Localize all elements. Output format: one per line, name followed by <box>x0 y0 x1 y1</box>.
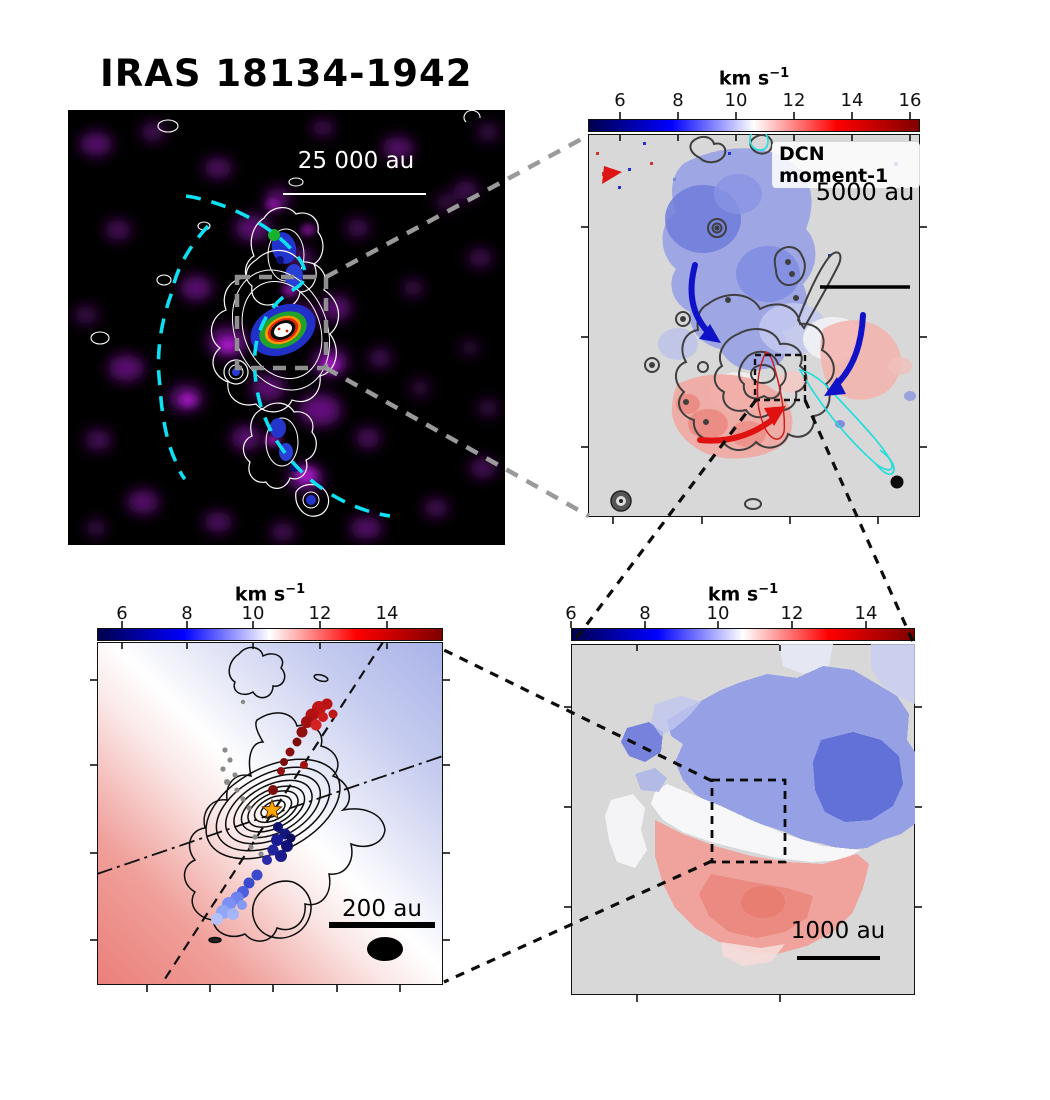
dcn-beam <box>610 490 632 512</box>
overview-map-svg <box>68 110 505 545</box>
envelope-scalebar-label: 1000 au <box>790 918 886 944</box>
disk-tick-12: 12 <box>308 603 332 624</box>
cyan-dashed-arcs <box>156 194 391 518</box>
blue-arrow-west <box>688 262 711 335</box>
central-core <box>210 249 340 413</box>
disk-tick-6: 6 <box>116 603 128 624</box>
envelope-tick-12: 12 <box>780 603 804 624</box>
disk-gray-knots <box>220 699 264 857</box>
panel-dcn: km s−1 6 8 10 12 14 16 <box>588 60 921 517</box>
envelope-colorbar-unit: km s−1 <box>707 582 779 606</box>
disk-star-marker <box>261 798 283 820</box>
disk-colorbar <box>97 628 443 641</box>
disk-tick-8: 8 <box>181 603 193 624</box>
dcn-tick-12: 12 <box>782 90 806 111</box>
dcn-colorbar-unit: km s−1 <box>718 66 790 90</box>
dcn-scalebar-label: 5000 au <box>815 178 915 206</box>
disk-tick-14: 14 <box>375 603 399 624</box>
blue-arrow-east-head <box>824 377 846 396</box>
dcn-tick-10: 10 <box>724 90 748 111</box>
dcn-tick-14: 14 <box>840 90 864 111</box>
blue-arrow-east <box>835 312 866 386</box>
cyan-arc-outer <box>156 224 210 481</box>
disk-map-svg <box>97 642 443 985</box>
panel-envelope: km s−1 6 8 10 12 14 <box>565 578 915 995</box>
disk-tick-10: 10 <box>241 603 265 624</box>
dcn-tick-6: 6 <box>614 90 626 111</box>
overview-scalebar-label: 25 000 au <box>297 148 415 174</box>
disk-colorbar-unit: km s−1 <box>234 582 306 606</box>
envelope-colorbar-ticklabels: 6 8 10 12 14 <box>565 603 915 625</box>
blue-arrow-west-head <box>699 324 721 343</box>
envelope-tick-6: 6 <box>565 603 577 624</box>
dcn-black-dot <box>890 475 904 489</box>
figure-title: IRAS 18134-1942 <box>100 52 473 95</box>
disk-redshifted-knots <box>268 698 338 795</box>
envelope-colorbar <box>571 628 915 641</box>
envelope-zoom-box <box>710 778 787 864</box>
panel-disk: km s−1 6 8 10 12 14 <box>97 578 443 985</box>
green-knot <box>268 229 280 241</box>
envelope-tick-8: 8 <box>639 603 651 624</box>
dcn-colorbar <box>588 119 920 132</box>
disk-blueshifted-knots <box>211 822 296 925</box>
dcn-tick-8: 8 <box>672 90 684 111</box>
dcn-zoom-box <box>753 353 807 402</box>
red-arrow-head <box>764 406 786 426</box>
panel-overview-map: 25 000 au <box>68 110 505 545</box>
red-speckle-patch <box>602 166 622 184</box>
cyan-arc-inner <box>185 194 391 518</box>
overview-zoom-box <box>234 274 329 371</box>
envelope-tick-14: 14 <box>854 603 878 624</box>
dcn-panel-label: DCN moment-1 <box>772 142 920 188</box>
envelope-tick-10: 10 <box>706 603 730 624</box>
disk-scalebar-label: 200 au <box>342 896 422 922</box>
dcn-colorbar-ticklabels: 6 8 10 12 14 16 <box>588 90 921 112</box>
disk-beam <box>367 937 403 961</box>
dcn-tick-16: 16 <box>898 90 922 111</box>
disk-colorbar-ticklabels: 6 8 10 12 14 <box>97 603 443 625</box>
